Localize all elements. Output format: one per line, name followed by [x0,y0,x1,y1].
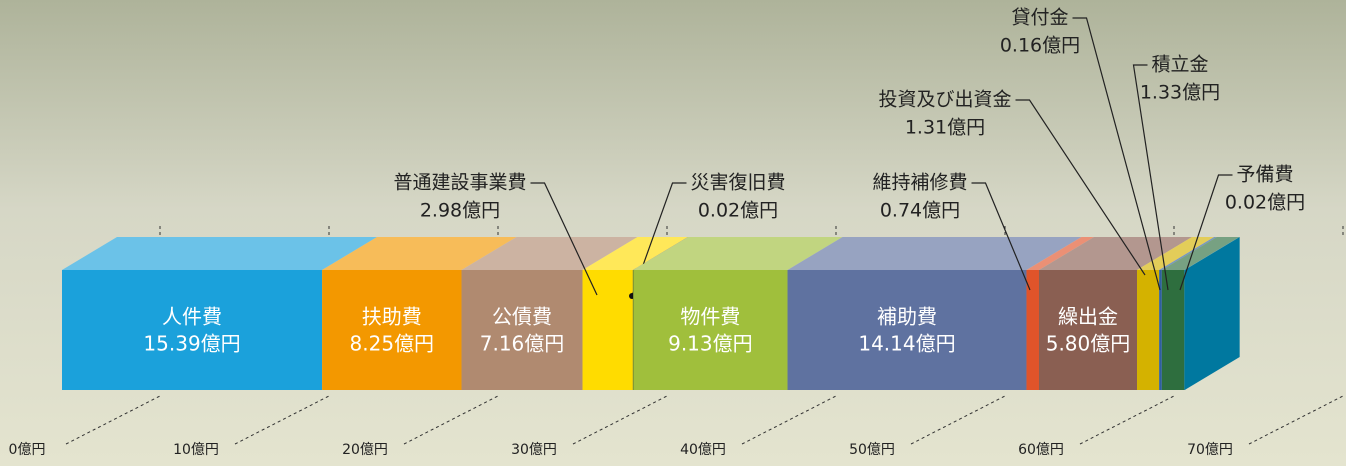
segment-value: 15.39億円 [143,332,240,356]
x-tick-label: 10億円 [173,442,219,458]
segment-value: 14.14億円 [858,332,955,356]
callout-name: 投資及び出資金 [878,89,1011,111]
bar [322,270,461,390]
bar [1026,270,1039,390]
callout-name: 予備費 [1236,164,1293,186]
bar [633,270,787,390]
segment-name: 扶助費 [362,305,422,329]
callout-value: 0.02億円 [698,200,778,222]
x-tick-label: 0億円 [9,442,46,458]
x-tick-label: 30億円 [511,442,557,458]
callout-value: 0.02億円 [1225,192,1305,214]
segment-name: 補助費 [877,305,937,329]
callout-name: 災害復旧費 [690,172,785,194]
x-tick-label: 50億円 [849,442,895,458]
bar [1039,270,1137,390]
bar [1137,270,1159,390]
segment-name: 人件費 [162,305,222,329]
x-tick-label: 40億円 [680,442,726,458]
segment-name: 繰出金 [1058,305,1118,329]
segment-value: 9.13億円 [668,332,753,356]
segment-value: 8.25億円 [350,332,435,356]
callout-name: 貸付金 [1011,7,1068,29]
x-tick-label: 20億円 [342,442,388,458]
callout-value: 2.98億円 [420,200,500,222]
segment-name: 公債費 [492,305,552,329]
callout-value: 1.33億円 [1140,82,1220,104]
callout-value: 0.16億円 [1000,35,1080,57]
chart: 0億円 10億円 20億円 30億円 40億円 50億円 60億円 70億円 人件費 15.39億… [0,0,1346,466]
callout-name: 維持補修費 [872,172,967,194]
x-tick-label: 70億円 [1187,442,1233,458]
x-tick-label: 60億円 [1018,442,1064,458]
callout-value: 0.74億円 [880,200,960,222]
bar [62,270,322,390]
bar [788,270,1027,390]
segment-name: 物件費 [680,305,740,329]
callout-name: 普通建設事業費 [393,172,526,194]
segment-value: 7.16億円 [480,332,565,356]
bar [583,270,633,390]
bar-top [62,237,377,270]
callout-value: 1.31億円 [905,117,985,139]
callout-name: 積立金 [1151,54,1208,76]
bar [462,270,583,390]
segment-value: 5.80億円 [1046,332,1131,356]
